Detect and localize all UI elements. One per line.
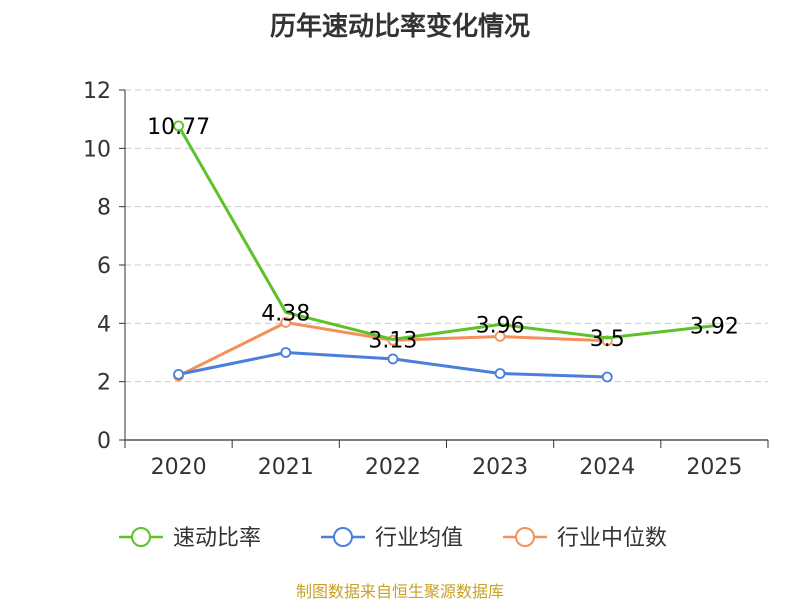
- data-label-2024: 3.5: [590, 327, 625, 352]
- point-s1-2024: [601, 371, 613, 383]
- legend-marker-2: [515, 527, 535, 547]
- legend-label-0: 速动比率: [173, 526, 261, 551]
- y-tick-label-6: 6: [97, 254, 111, 279]
- x-tick-label-2025: 2025: [686, 455, 742, 480]
- data-label-2025: 3.92: [690, 315, 739, 340]
- legend-marker-0: [131, 527, 151, 547]
- y-tick-label-8: 8: [97, 196, 111, 221]
- data-label-2022: 3.13: [368, 328, 417, 353]
- point-s2-2021: [280, 317, 292, 328]
- point-s0-2020: [173, 120, 184, 132]
- legend-label-1: 行业均值: [375, 526, 463, 551]
- grid-lines: [125, 89, 768, 383]
- y-tick-label-10: 10: [83, 137, 111, 162]
- y-tick-label-12: 12: [83, 79, 111, 104]
- data-labels: 10.77 4.38 3.13 3.96 3.5 3.92: [147, 115, 739, 354]
- legend: 速动比率 行业均值 行业中位数: [119, 526, 667, 551]
- series-line-0: [177, 125, 715, 341]
- chart-title: 历年速动比率变化情况: [269, 12, 530, 42]
- data-label-2021: 4.38: [261, 301, 310, 326]
- x-tick-label-2021: 2021: [258, 455, 314, 480]
- x-tick-label-2024: 2024: [579, 455, 635, 480]
- legend-label-2: 行业中位数: [557, 526, 667, 551]
- point-s1-2021: [280, 347, 292, 358]
- axes: 0 2 4 6 8 10 12 2020 2021 2022 2023 2024 2025: [83, 79, 769, 480]
- y-tick-label-2: 2: [97, 371, 111, 396]
- legend-item-1: 行业均值: [321, 526, 463, 551]
- data-label-2023: 3.96: [476, 314, 525, 339]
- point-s2-2023: [494, 331, 506, 342]
- point-s1-2023: [494, 368, 506, 379]
- legend-item-2: 行业中位数: [503, 526, 667, 551]
- series-lines: [173, 120, 715, 383]
- x-tick-label-2022: 2022: [365, 455, 421, 480]
- x-tick-label-2023: 2023: [472, 455, 528, 480]
- legend-marker-1: [333, 527, 353, 547]
- legend-item-0: 速动比率: [119, 526, 261, 551]
- point-s1-2022: [387, 353, 399, 365]
- point-s1-2020: [173, 368, 184, 380]
- y-tick-label-4: 4: [97, 312, 111, 337]
- data-label-2020: 10.77: [147, 115, 210, 140]
- x-tick-label-2020: 2020: [151, 455, 207, 480]
- source-note: 制图数据来自恒生聚源数据库: [295, 582, 504, 601]
- y-tick-label-0: 0: [97, 429, 111, 454]
